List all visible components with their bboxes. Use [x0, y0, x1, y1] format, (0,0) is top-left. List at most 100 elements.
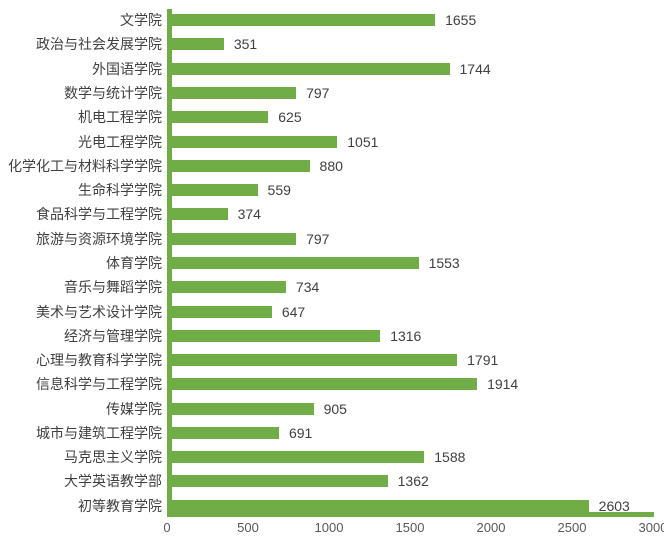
bar-track: 1655 [167, 8, 653, 32]
bar-track: 625 [167, 105, 653, 129]
value-label: 880 [319, 157, 343, 174]
x-tick-label: 500 [237, 520, 259, 535]
bar-track: 1744 [167, 57, 653, 81]
bar-track: 1791 [167, 348, 653, 372]
bar-track: 1914 [167, 372, 653, 396]
value-label: 734 [295, 279, 320, 296]
x-tick-label: 1500 [395, 520, 425, 535]
bar [167, 475, 388, 488]
value-label: 2603 [598, 497, 630, 514]
bar-row: 体育学院 1553 [0, 251, 653, 275]
value-label: 1588 [434, 449, 466, 466]
category-label: 城市与建筑工程学院 [36, 424, 162, 441]
bar-track: 905 [167, 397, 653, 421]
value-label: 1791 [467, 352, 499, 369]
category-label: 初等教育学院 [78, 497, 162, 514]
bar-track: 797 [167, 81, 653, 105]
category-label: 外国语学院 [92, 60, 162, 77]
bar-row: 生命科学学院 559 [0, 178, 653, 202]
bar [167, 499, 589, 512]
bar-row: 文学院 1655 [0, 8, 653, 32]
value-label: 1553 [428, 254, 460, 271]
value-label: 691 [288, 424, 313, 441]
value-label: 797 [306, 84, 330, 101]
bar-row: 机电工程学院 625 [0, 105, 653, 129]
category-label: 美术与艺术设计学院 [36, 303, 162, 320]
value-label: 797 [306, 230, 330, 247]
bar [167, 329, 381, 342]
category-label: 大学英语教学部 [64, 473, 162, 490]
bar-track: 1553 [167, 251, 653, 275]
bar [167, 135, 338, 148]
bar [167, 378, 478, 391]
bar [167, 426, 279, 439]
value-label: 1744 [459, 60, 491, 77]
bar-track: 2603 [167, 494, 653, 518]
bar-row: 大学英语教学部 1362 [0, 469, 653, 493]
value-label: 1655 [445, 12, 477, 29]
bar-row: 数学与统计学院 797 [0, 81, 653, 105]
value-label: 1051 [347, 133, 379, 150]
category-label: 心理与教育科学学院 [36, 352, 162, 369]
category-label: 旅游与资源环境学院 [36, 230, 162, 247]
bar [167, 38, 224, 51]
bar-track: 374 [167, 202, 653, 226]
category-label: 音乐与舞蹈学院 [64, 279, 162, 296]
bar-row: 旅游与资源环境学院 797 [0, 227, 653, 251]
bar-track: 734 [167, 275, 653, 299]
bar-row: 初等教育学院 2603 [0, 494, 653, 518]
category-label: 经济与管理学院 [64, 327, 162, 344]
bar [167, 305, 272, 318]
bar-row: 马克思主义学院 1588 [0, 445, 653, 469]
bar [167, 159, 310, 172]
bar [167, 111, 269, 124]
bar-row: 光电工程学院 1051 [0, 129, 653, 153]
bar-track: 880 [167, 154, 653, 178]
bar [167, 281, 286, 294]
bar-row: 美术与艺术设计学院 647 [0, 299, 653, 323]
value-label: 1914 [487, 376, 519, 393]
bar [167, 354, 458, 367]
bar-row: 音乐与舞蹈学院 734 [0, 275, 653, 299]
bar-row: 传媒学院 905 [0, 397, 653, 421]
bar [167, 451, 425, 464]
category-label: 传媒学院 [106, 400, 162, 417]
bar [167, 256, 419, 269]
value-label: 1362 [397, 473, 429, 490]
bar-row: 政治与社会发展学院 351 [0, 32, 653, 56]
bar-track: 1588 [167, 445, 653, 469]
category-label: 政治与社会发展学院 [36, 36, 162, 53]
bar-track: 1051 [167, 129, 653, 153]
bar [167, 14, 436, 27]
bar-row: 经济与管理学院 1316 [0, 324, 653, 348]
value-label: 1316 [390, 327, 422, 344]
value-label: 351 [233, 36, 258, 53]
bar-row: 心理与教育科学学院 1791 [0, 348, 653, 372]
bar [167, 232, 297, 245]
x-axis-ticks: 0 500 1000 1500 2000 2500 3000 [163, 520, 664, 538]
category-label: 数学与统计学院 [64, 84, 162, 101]
bar-track: 559 [167, 178, 653, 202]
category-label: 马克思主义学院 [64, 449, 162, 466]
y-axis-line [167, 9, 172, 517]
category-label: 文学院 [120, 12, 162, 29]
category-label: 信息科学与工程学院 [36, 376, 162, 393]
value-label: 374 [237, 206, 261, 223]
value-label: 905 [323, 400, 347, 417]
category-label: 机电工程学院 [78, 109, 162, 126]
bar [167, 184, 258, 197]
bar-track: 351 [167, 32, 653, 56]
x-tick-label: 0 [163, 520, 171, 535]
bar-row: 食品科学与工程学院 374 [0, 202, 653, 226]
bar-track: 691 [167, 421, 653, 445]
bar-track: 797 [167, 227, 653, 251]
x-tick-label: 3000 [638, 520, 664, 535]
value-label: 625 [278, 109, 302, 126]
value-label: 647 [281, 303, 306, 320]
category-label: 光电工程学院 [78, 133, 162, 150]
bar-row: 化学化工与材料科学学院 880 [0, 154, 653, 178]
bar-track: 1316 [167, 324, 653, 348]
bar [167, 86, 297, 99]
bar [167, 208, 228, 221]
x-tick-label: 1000 [314, 520, 344, 535]
